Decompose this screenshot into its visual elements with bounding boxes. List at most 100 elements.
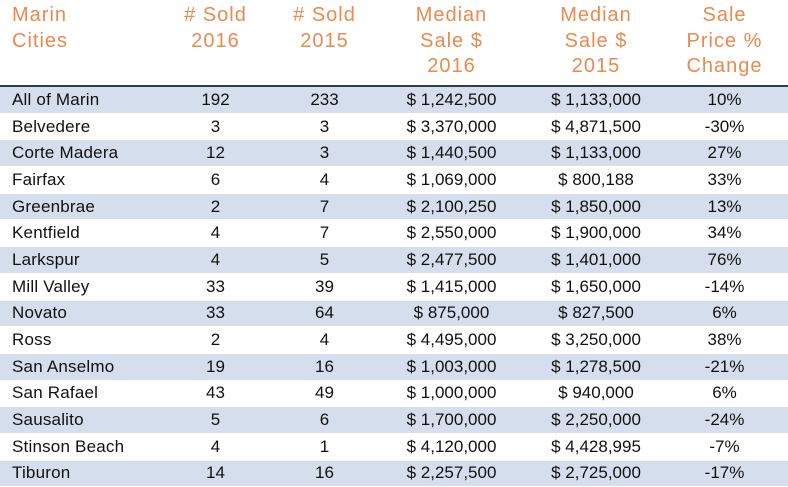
cell-sold-2016: 14 [154,460,277,487]
cell-median-2015: $ 1,650,000 [531,273,661,301]
cell-median-2016: $ 4,120,000 [372,433,531,461]
cell-sold-2016: 4 [154,219,277,248]
cell-sold-2016: 33 [154,300,277,328]
cell-sold-2016: 3 [154,113,277,141]
header-median-2016: Median Sale $ 2016 [372,0,531,87]
cell-price-change: 6% [661,300,788,328]
cell-median-2016: $ 1,440,500 [372,139,531,168]
table-header: Marin Cities # Sold 2016 # Sold 2015 Med… [0,0,788,87]
cell-city: Ross [0,326,154,354]
cell-price-change: 76% [661,246,788,274]
cell-median-2015: $ 1,401,000 [531,246,661,274]
table-row: Stinson Beach 4 1 $ 4,120,000 $ 4,428,995 -7% [0,433,788,461]
table-row: Mill Valley 33 39 $ 1,415,000 $ 1,650,000 -14… [0,273,788,301]
table-row: Sausalito 5 6 $ 1,700,000 $ 2,250,000 -24% [0,406,788,434]
cell-sold-2016: 5 [154,406,277,434]
cell-median-2016: $ 4,495,000 [372,326,531,354]
cell-median-2015: $ 800,188 [531,166,661,194]
cell-median-2016: $ 1,000,000 [372,380,531,408]
cell-price-change: -24% [661,406,788,434]
cell-sold-2016: 6 [154,166,277,194]
cell-sold-2016: 19 [154,353,277,381]
cell-median-2016: $ 2,477,500 [372,246,531,274]
cell-sold-2015: 6 [277,406,372,434]
header-median-2015: Median Sale $ 2015 [531,0,661,87]
cell-sold-2015: 16 [277,353,372,381]
cell-median-2015: $ 1,133,000 [531,139,661,168]
cell-sold-2015: 4 [277,326,372,354]
cell-city: Corte Madera [0,139,154,168]
cell-median-2016: $ 1,069,000 [372,166,531,194]
table-row: Belvedere 3 3 $ 3,370,000 $ 4,871,500 -30% [0,113,788,141]
cell-sold-2016: 4 [154,246,277,274]
cell-price-change: 33% [661,166,788,194]
cell-sold-2015: 3 [277,139,372,168]
cell-median-2016: $ 1,242,500 [372,86,531,114]
cell-median-2015: $ 2,725,000 [531,460,661,487]
cell-sold-2015: 64 [277,300,372,328]
cell-median-2015: $ 3,250,000 [531,326,661,354]
table-row: Ross 2 4 $ 4,495,000 $ 3,250,000 38% [0,326,788,354]
cell-price-change: 10% [661,86,788,114]
cell-median-2015: $ 1,900,000 [531,219,661,248]
cell-median-2016: $ 2,100,250 [372,193,531,221]
table-row: Greenbrae 2 7 $ 2,100,250 $ 1,850,000 13% [0,193,788,221]
header-sold-2016: # Sold 2016 [154,0,277,87]
cell-city: Mill Valley [0,273,154,301]
cell-median-2015: $ 1,133,000 [531,86,661,114]
cell-city: Belvedere [0,113,154,141]
cell-sold-2015: 5 [277,246,372,274]
cell-sold-2015: 16 [277,460,372,487]
cell-sold-2016: 12 [154,139,277,168]
table-row: Fairfax 6 4 $ 1,069,000 $ 800,188 33% [0,166,788,194]
cell-sold-2016: 43 [154,380,277,408]
cell-price-change: 38% [661,326,788,354]
cell-sold-2015: 1 [277,433,372,461]
cell-city: Sausalito [0,406,154,434]
table-row: All of Marin 192 233 $ 1,242,500 $ 1,133,000… [0,86,788,114]
header-price-change: Sale Price % Change [661,0,788,87]
cell-median-2015: $ 827,500 [531,300,661,328]
cell-price-change: 13% [661,193,788,221]
cell-median-2015: $ 1,850,000 [531,193,661,221]
cell-sold-2016: 33 [154,273,277,301]
cell-sold-2015: 3 [277,113,372,141]
table-row: San Anselmo 19 16 $ 1,003,000 $ 1,278,500 -21… [0,353,788,381]
cell-city: San Rafael [0,380,154,408]
cell-sold-2016: 2 [154,326,277,354]
cell-price-change: 34% [661,219,788,248]
cell-city: Greenbrae [0,193,154,221]
cell-median-2015: $ 4,871,500 [531,113,661,141]
cell-city: Tiburon [0,460,154,487]
cell-price-change: 6% [661,380,788,408]
header-marin-cities: Marin Cities [0,0,154,87]
cell-median-2016: $ 3,370,000 [372,113,531,141]
table-row: Corte Madera 12 3 $ 1,440,500 $ 1,133,000 27% [0,139,788,168]
table-row: Novato 33 64 $ 875,000 $ 827,500 6% [0,300,788,328]
cell-city: Kentfield [0,219,154,248]
cell-price-change: -30% [661,113,788,141]
table-row: Larkspur 4 5 $ 2,477,500 $ 1,401,000 76% [0,246,788,274]
table-row: San Rafael 43 49 $ 1,000,000 $ 940,000 6% [0,380,788,408]
cell-sold-2016: 2 [154,193,277,221]
cell-median-2015: $ 4,428,995 [531,433,661,461]
cell-sold-2015: 7 [277,219,372,248]
cell-sold-2015: 39 [277,273,372,301]
cell-median-2016: $ 875,000 [372,300,531,328]
cell-median-2015: $ 1,278,500 [531,353,661,381]
cell-median-2016: $ 2,550,000 [372,219,531,248]
cell-city: Fairfax [0,166,154,194]
cell-city: Larkspur [0,246,154,274]
cell-sold-2016: 192 [154,86,277,114]
table-body: All of Marin 192 233 $ 1,242,500 $ 1,133,000… [0,86,788,487]
cell-city: Novato [0,300,154,328]
cell-sold-2015: 49 [277,380,372,408]
cell-sold-2015: 7 [277,193,372,221]
table-row: Tiburon 14 16 $ 2,257,500 $ 2,725,000 -17% [0,460,788,487]
cell-median-2016: $ 1,415,000 [372,273,531,301]
header-sold-2015: # Sold 2015 [277,0,372,87]
cell-price-change: -21% [661,353,788,381]
cell-city: San Anselmo [0,353,154,381]
